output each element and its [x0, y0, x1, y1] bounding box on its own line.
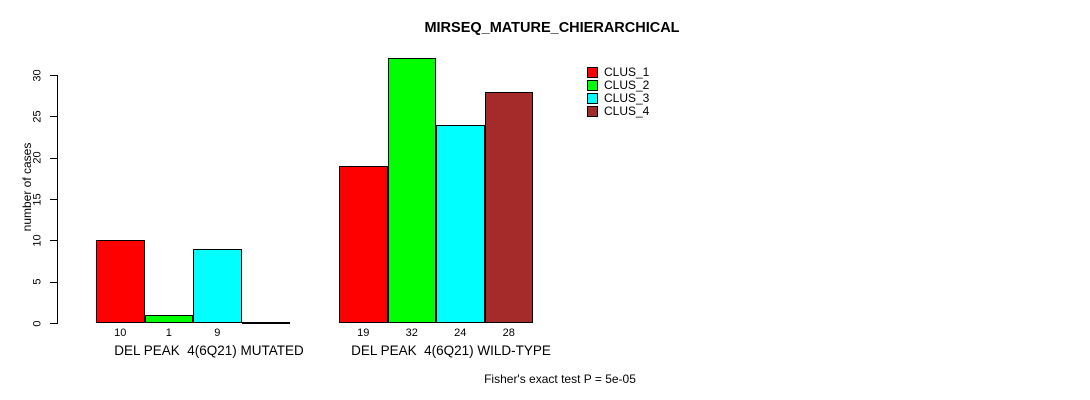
y-axis-line — [57, 75, 58, 324]
y-axis-tick — [50, 75, 57, 76]
legend-swatch — [587, 79, 598, 91]
bar-value-label: 24 — [454, 327, 467, 339]
x-group-label: DEL PEAK 4(6Q21) MUTATED — [114, 343, 304, 358]
y-axis-tick-label: 10 — [31, 234, 44, 247]
legend-item: CLUS_3 — [587, 92, 649, 104]
bar-value-label: 9 — [214, 327, 221, 339]
legend-label: CLUS_4 — [604, 104, 650, 118]
y-axis-tick-label: 25 — [31, 110, 44, 123]
bar-value-label: 1 — [165, 327, 172, 339]
y-axis-tick-label: 20 — [31, 151, 44, 164]
bar-value-label: 10 — [114, 327, 127, 339]
legend-label: CLUS_2 — [604, 78, 650, 92]
legend-swatch — [587, 66, 598, 78]
bar — [339, 166, 388, 323]
bar-value-label: 19 — [357, 327, 370, 339]
y-axis-tick-label: 5 — [31, 278, 44, 285]
x-group-label: DEL PEAK 4(6Q21) WILD-TYPE — [351, 343, 551, 358]
y-axis-tick-label: 30 — [31, 68, 44, 82]
bar-value-label: 32 — [405, 327, 418, 339]
bar — [387, 58, 436, 323]
legend-label: CLUS_3 — [604, 91, 650, 105]
chart-title: MIRSEQ_MATURE_CHIERARCHICAL — [424, 20, 680, 36]
y-axis-tick — [50, 157, 57, 159]
y-axis-tick — [50, 199, 57, 200]
y-axis-tick — [50, 240, 57, 242]
bar — [96, 240, 145, 323]
legend-item: CLUS_4 — [587, 105, 649, 117]
bar — [436, 125, 485, 323]
legend-item: CLUS_1 — [587, 66, 649, 78]
stat-annotation: Fisher's exact test P = 5e-05 — [484, 372, 636, 386]
legend-swatch — [587, 92, 598, 104]
legend-swatch — [587, 105, 598, 117]
y-axis-tick-label: 15 — [31, 192, 44, 206]
legend-item: CLUS_2 — [587, 79, 649, 91]
bar — [484, 92, 533, 323]
y-axis-tick-label: 0 — [31, 319, 44, 327]
bar-value-label: 28 — [502, 327, 515, 339]
y-axis-tick — [50, 116, 57, 118]
bar — [193, 249, 242, 323]
bar-zero-line — [241, 322, 290, 324]
legend-label: CLUS_1 — [604, 65, 650, 79]
legend: CLUS_1 CLUS_2 CLUS_3 CLUS_4 — [587, 66, 649, 118]
bar — [144, 315, 193, 323]
y-axis-tick — [50, 281, 57, 283]
y-axis-tick — [50, 323, 57, 324]
